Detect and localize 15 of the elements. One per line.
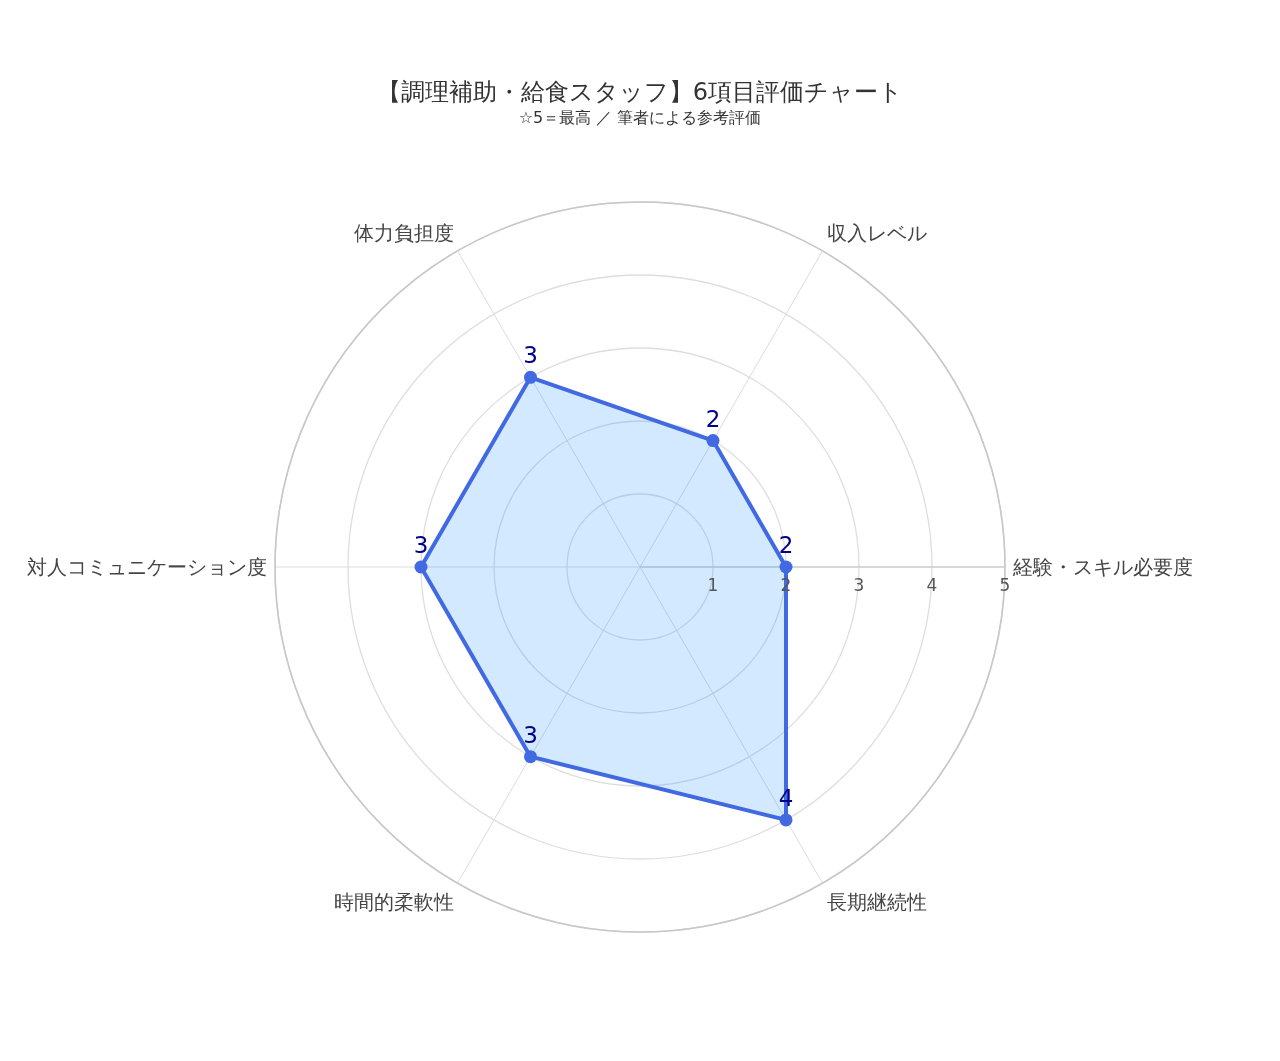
spoke-label: 経験・スキル必要度 — [1012, 555, 1193, 579]
data-label: 2 — [778, 532, 794, 558]
data-label: 2 — [705, 405, 721, 432]
data-label: 3 — [413, 532, 429, 558]
y-tick-label: 1 — [707, 575, 719, 595]
y-tick-label: 5 — [999, 575, 1011, 595]
spoke-label: 時間的柔軟性 — [333, 890, 454, 915]
chart-subtitle: ☆5＝最高 ／ 筆者による参考評価 — [518, 108, 762, 127]
chart-title: 【調理補助・給食スタッフ】6項目評価チャート — [376, 78, 904, 106]
spoke-label: 体力負担度 — [353, 220, 454, 245]
spoke-label: 対人コミュニケーション度 — [27, 555, 267, 579]
data-label: 3 — [523, 342, 538, 369]
spoke-label: 収入レベル — [826, 220, 927, 245]
data-label: 3 — [523, 721, 538, 748]
spoke-label: 長期継続性 — [826, 890, 927, 915]
